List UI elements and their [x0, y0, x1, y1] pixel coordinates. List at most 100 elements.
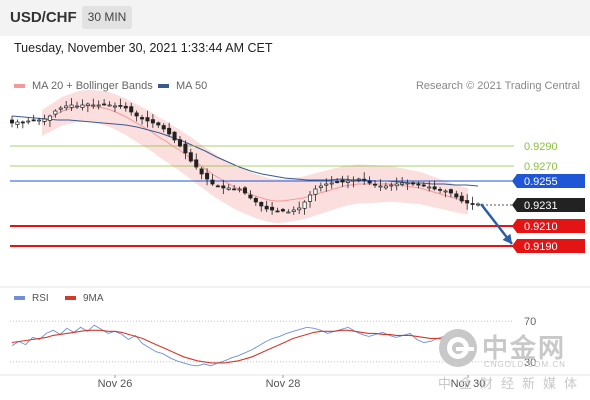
level-tag [512, 174, 585, 188]
rsi-ma-line [11, 329, 459, 364]
candle-body [356, 178, 361, 181]
level-label: 0.9210 [524, 221, 558, 233]
candle-body [232, 188, 237, 191]
research-credit: Research © 2021 Trading Central [415, 80, 580, 92]
candle-body [177, 139, 182, 147]
level-label: 0.9231 [524, 200, 558, 212]
x-tick-label: Nov 30 [451, 378, 486, 390]
candle-body [118, 105, 123, 107]
candle-body [264, 205, 269, 210]
bollinger-swatch [14, 84, 25, 89]
candle-body [42, 118, 47, 122]
candle-body [421, 184, 426, 187]
level-label: 0.9190 [524, 241, 558, 253]
candle-body [156, 122, 161, 126]
legend-ma50: MA 50 [158, 80, 207, 92]
candle-body [129, 106, 134, 113]
timeframe-button[interactable]: 30 MIN [82, 6, 132, 29]
candle-body [53, 110, 58, 115]
candle-body [205, 172, 210, 180]
current-price-tag [512, 198, 585, 212]
candle-body [31, 119, 36, 122]
candle-body [242, 187, 248, 194]
candles [9, 98, 481, 215]
candle-body [172, 131, 177, 141]
candle-body [20, 121, 25, 124]
candle-body [58, 107, 63, 110]
candle-body [383, 185, 388, 189]
candle-body [47, 115, 52, 121]
candle-body [367, 181, 372, 184]
legend-rsi: RSI [14, 293, 49, 304]
candle-body [438, 189, 443, 191]
forecast-arrow-head [502, 233, 512, 244]
level-label: 0.9255 [524, 176, 558, 188]
candle-body [237, 188, 242, 191]
legend-bollinger-label: MA 20 + Bollinger Bands [32, 80, 153, 92]
candle-body [226, 187, 231, 190]
candle-body [297, 207, 302, 211]
candle-body [410, 182, 415, 185]
candle-body [96, 104, 101, 107]
rsi-tick-label: 70 [524, 316, 536, 328]
candle-body [400, 182, 405, 185]
header-bar: USD/CHF 30 MIN [0, 0, 590, 36]
candle-body [275, 210, 280, 213]
candle-body [329, 182, 334, 185]
level-label: 0.9270 [524, 161, 558, 173]
level-label: 0.9290 [524, 141, 558, 153]
bollinger-band [42, 89, 468, 223]
candle-body [15, 121, 20, 125]
candle-body [134, 112, 139, 117]
candle-body [378, 185, 383, 188]
candle-body [102, 103, 107, 106]
candle-body [26, 120, 31, 123]
candle-body [210, 179, 215, 185]
legend-ma50-label: MA 50 [176, 80, 208, 92]
candle-body [107, 104, 112, 107]
legend-rsi-label: RSI [32, 293, 49, 304]
candle-body [199, 168, 204, 175]
candle-body [37, 119, 42, 122]
candle-body [64, 105, 69, 109]
candle-body [270, 206, 275, 211]
timestamp: Tuesday, November 30, 2021 1:33:44 AM CE… [14, 41, 273, 55]
candle-body [405, 182, 410, 185]
candle-body [318, 185, 323, 188]
candle-body [432, 186, 437, 190]
candle-body [161, 125, 166, 130]
candle-body [470, 203, 475, 205]
candle-body [454, 193, 459, 198]
x-tick-label: Nov 26 [98, 378, 133, 390]
legend-rsi-ma-label: 9MA [83, 293, 104, 304]
candle-body [123, 105, 128, 109]
candle-body [221, 185, 226, 189]
candle-body [280, 209, 285, 212]
candle-body [259, 201, 264, 207]
legend-bollinger: MA 20 + Bollinger Bands [14, 80, 153, 92]
candle-body [253, 198, 258, 203]
watermark-slogan: 中金财经新媒体 [438, 377, 586, 392]
candle-body [448, 189, 453, 194]
candle-body [150, 119, 155, 124]
watermark-logo-icon [439, 329, 477, 367]
candle-body [194, 159, 199, 168]
candle-body [183, 143, 188, 154]
candle-body [145, 117, 150, 122]
candle-body [9, 119, 15, 124]
candle-body [248, 194, 253, 199]
candle-body [389, 184, 394, 187]
watermark-url: CNGOLD.COM.CN [484, 360, 566, 369]
level-tag [512, 219, 585, 233]
candle-body [188, 152, 193, 162]
candle-body [373, 183, 378, 186]
candle-body [351, 179, 356, 182]
candle-body [427, 186, 432, 189]
rsi-ma-swatch [65, 296, 76, 301]
level-tag [512, 239, 585, 253]
candle-body [308, 194, 313, 202]
candle-body [91, 104, 96, 107]
watermark: 中金网 CNGOLD.COM.CN 中金财经新媒体 [438, 326, 588, 396]
candle-body [340, 179, 345, 183]
